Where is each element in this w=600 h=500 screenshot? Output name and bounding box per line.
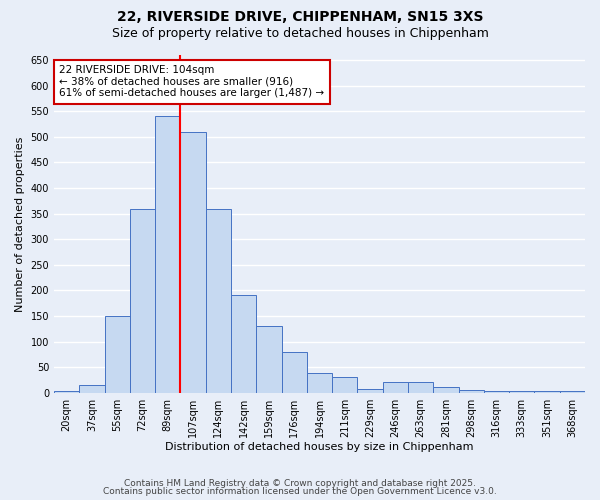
Bar <box>535 391 560 392</box>
X-axis label: Distribution of detached houses by size in Chippenham: Distribution of detached houses by size … <box>165 442 474 452</box>
Bar <box>231 296 256 392</box>
Text: 22, RIVERSIDE DRIVE, CHIPPENHAM, SN15 3XS: 22, RIVERSIDE DRIVE, CHIPPENHAM, SN15 3X… <box>117 10 483 24</box>
Bar <box>281 352 307 393</box>
Bar <box>383 382 408 392</box>
Text: Contains HM Land Registry data © Crown copyright and database right 2025.: Contains HM Land Registry data © Crown c… <box>124 478 476 488</box>
Bar <box>256 326 281 392</box>
Text: Size of property relative to detached houses in Chippenham: Size of property relative to detached ho… <box>112 28 488 40</box>
Bar <box>408 382 433 392</box>
Bar <box>130 208 155 392</box>
Bar <box>358 388 383 392</box>
Text: Contains public sector information licensed under the Open Government Licence v3: Contains public sector information licen… <box>103 487 497 496</box>
Bar <box>54 391 79 392</box>
Bar <box>560 391 585 392</box>
Bar <box>206 208 231 392</box>
Bar <box>79 385 104 392</box>
Bar <box>104 316 130 392</box>
Bar <box>307 374 332 392</box>
Bar <box>332 378 358 392</box>
Y-axis label: Number of detached properties: Number of detached properties <box>15 136 25 312</box>
Bar <box>433 386 458 392</box>
Text: 22 RIVERSIDE DRIVE: 104sqm
← 38% of detached houses are smaller (916)
61% of sem: 22 RIVERSIDE DRIVE: 104sqm ← 38% of deta… <box>59 65 325 98</box>
Bar <box>155 116 181 392</box>
Bar <box>458 390 484 392</box>
Bar <box>509 391 535 392</box>
Bar <box>181 132 206 392</box>
Bar <box>484 391 509 392</box>
